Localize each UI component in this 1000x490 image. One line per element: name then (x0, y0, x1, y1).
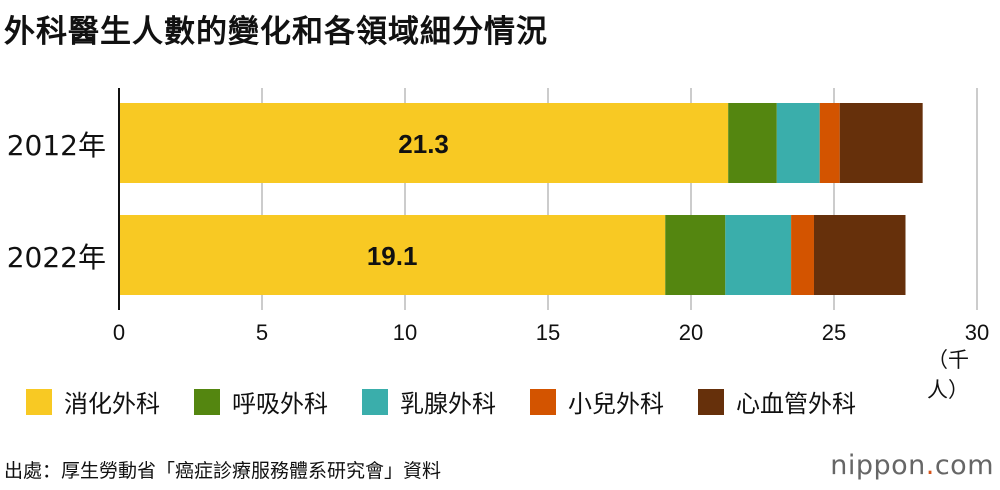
legend-swatch (362, 388, 388, 415)
legend-item: 小兒外科 (530, 384, 664, 419)
legend: 消化外科 呼吸外科 乳腺外科 小兒外科 心血管外科 (26, 384, 890, 419)
legend-label: 小兒外科 (568, 390, 664, 418)
bar-segment (665, 215, 726, 295)
x-tick-label: 15 (536, 320, 560, 345)
x-tick-label: 10 (393, 320, 417, 345)
x-tick-label: 30 (965, 320, 989, 345)
x-tick-label: 20 (679, 320, 703, 345)
x-tick-label: 25 (822, 320, 846, 345)
legend-label: 呼吸外科 (232, 390, 328, 418)
bar-segment (791, 215, 814, 295)
x-tick-label: 0 (113, 320, 125, 345)
legend-item: 乳腺外科 (362, 384, 496, 419)
legend-label: 消化外科 (64, 390, 160, 418)
legend-item: 消化外科 (26, 384, 160, 419)
bar-segment (728, 103, 777, 183)
legend-item: 心血管外科 (698, 384, 856, 419)
legend-item: 呼吸外科 (194, 384, 328, 419)
nippon-logo: nippon.com (830, 450, 994, 481)
source-note: 出處：厚生勞動省「癌症診療服務體系研究會」資料 (4, 460, 442, 482)
legend-label: 乳腺外科 (400, 390, 496, 418)
x-axis-unit: （千人） (927, 348, 969, 402)
bar-segment (813, 215, 906, 295)
bar-segment (119, 103, 729, 183)
bar-chart: 0 5 10 15 20 25 30 21.3 2012年 19.1 2022年 (7, 88, 989, 345)
chart-title: 外科醫生人數的變化和各領域細分情況 (4, 14, 548, 50)
bar-segment (839, 103, 923, 183)
legend-swatch (530, 388, 556, 415)
category-label: 2022年 (7, 241, 106, 274)
bar-segment (119, 215, 666, 295)
bar-segment (776, 103, 820, 183)
legend-swatch (194, 388, 220, 415)
data-label: 21.3 (398, 129, 449, 159)
x-tick-label: 5 (256, 320, 268, 345)
bar-segment (725, 215, 792, 295)
legend-swatch (698, 388, 724, 415)
legend-swatch (26, 388, 52, 415)
category-label: 2012年 (7, 129, 106, 162)
legend-label: 心血管外科 (736, 390, 856, 418)
data-label: 19.1 (367, 241, 418, 271)
bar-segment (819, 103, 840, 183)
